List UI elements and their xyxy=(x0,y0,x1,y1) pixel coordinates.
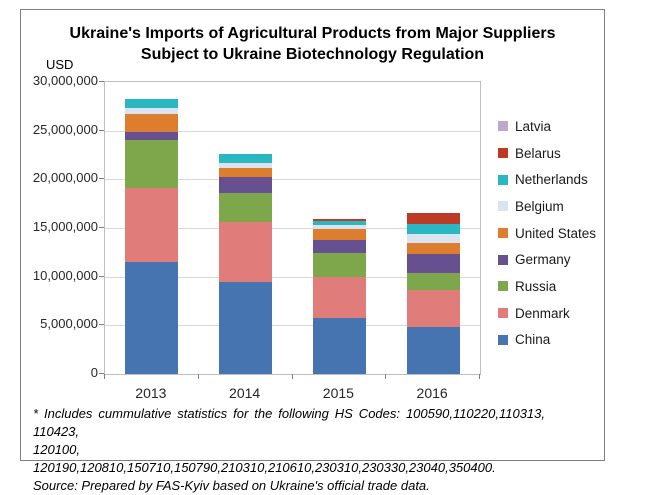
bar-segment-denmark-2015 xyxy=(312,276,366,318)
legend-label-germany: Germany xyxy=(515,252,571,268)
bar-segment-germany-2015 xyxy=(312,239,366,254)
bar-segment-russia-2015 xyxy=(312,253,366,277)
y-axis-unit-label: USD xyxy=(46,57,74,72)
bar-segment-netherlands-2016 xyxy=(406,224,460,234)
legend-item-latvia: Latvia xyxy=(498,113,596,140)
legend-swatch-russia-icon xyxy=(498,281,508,292)
bar-segment-china-2014 xyxy=(219,281,273,374)
bar-segment-germany-2013 xyxy=(125,131,179,141)
bar-segment-belgium-2015 xyxy=(312,225,366,229)
x-axis-tick-mark xyxy=(104,374,105,379)
y-axis-tick-label-0: 0 xyxy=(90,365,98,380)
bar-segment-china-2015 xyxy=(312,317,366,374)
chart-title: Ukraine's Imports of Agricultural Produc… xyxy=(21,23,604,65)
footnote-line1: * Includes cummulative statistics for th… xyxy=(33,406,545,439)
bar-segment-belgium-2014 xyxy=(219,162,273,168)
legend-item-belarus: Belarus xyxy=(498,140,596,167)
legend-label-belarus: Belarus xyxy=(515,145,561,161)
y-axis-tick-mark xyxy=(99,178,104,180)
bar-segment-denmark-2014 xyxy=(219,222,273,282)
bar-segment-denmark-2013 xyxy=(125,188,179,263)
x-axis-tick-mark xyxy=(479,374,480,379)
legend-label-denmark: Denmark xyxy=(515,305,570,321)
gridline-10,000,000 xyxy=(105,276,480,278)
y-axis-tick-label-30,000,000: 30,000,000 xyxy=(32,73,98,88)
bar-segment-russia-2014 xyxy=(219,192,273,223)
x-axis-tick-mark xyxy=(385,374,387,379)
legend-item-netherlands: Netherlands xyxy=(498,166,596,193)
legend-swatch-china-icon xyxy=(498,334,508,345)
legend-item-russia: Russia xyxy=(498,273,596,300)
bar-segment-united-states-2015 xyxy=(312,228,366,240)
bar-segment-netherlands-2013 xyxy=(125,98,179,109)
x-axis-label-2013: 2013 xyxy=(135,385,167,401)
y-axis-tick-label-5,000,000: 5,000,000 xyxy=(40,316,98,332)
bar-segment-netherlands-2014 xyxy=(219,154,273,163)
legend-swatch-germany-icon xyxy=(498,254,508,265)
bar-segment-united-states-2013 xyxy=(125,114,179,132)
legend-swatch-netherlands-icon xyxy=(498,174,508,185)
y-axis-tick-mark xyxy=(99,227,104,228)
gridline-20,000,000 xyxy=(105,179,480,181)
legend-label-belgium: Belgium xyxy=(515,198,564,214)
bar-segment-china-2016 xyxy=(406,327,460,374)
bar-segment-china-2013 xyxy=(125,262,179,374)
bar-segment-denmark-2016 xyxy=(406,290,460,328)
x-axis-tick-mark xyxy=(291,374,293,379)
legend-label-russia: Russia xyxy=(515,278,557,294)
y-axis-tick-label-20,000,000: 20,000,000 xyxy=(32,170,98,186)
y-axis-tick-mark xyxy=(99,373,104,374)
bar-segment-russia-2013 xyxy=(125,140,179,189)
footnote-source: Source: Prepared by FAS-Kyiv based on Uk… xyxy=(33,478,430,493)
legend-label-china: China xyxy=(515,332,551,348)
x-axis-label-2014: 2014 xyxy=(229,385,261,401)
chart-title-line1: Ukraine's Imports of Agricultural Produc… xyxy=(69,25,556,42)
y-axis-tick-label-10,000,000: 10,000,000 xyxy=(32,267,98,283)
gridline-5,000,000 xyxy=(105,325,480,327)
legend-label-united-states: United States xyxy=(515,225,597,241)
bar-segment-germany-2014 xyxy=(219,177,273,193)
y-axis-tick-mark xyxy=(99,81,104,82)
footnote-line2: 120100, 120190,120810,150710,150790,2103… xyxy=(33,442,496,475)
page: { "figure": { "title_line1": "Ukraine's … xyxy=(20,9,605,493)
x-axis-tick-mark xyxy=(197,374,199,379)
plot-area xyxy=(104,81,481,375)
legend-item-germany: Germany xyxy=(498,246,596,273)
legend-item-china: China xyxy=(498,327,596,354)
bar-segment-united-states-2016 xyxy=(406,242,460,255)
legend-item-denmark: Denmark xyxy=(498,300,596,327)
footnote: * Includes cummulative statistics for th… xyxy=(33,405,545,495)
y-axis-tick-label-15,000,000: 15,000,000 xyxy=(32,219,98,234)
legend-item-united-states: United States xyxy=(498,220,596,247)
x-axis-label-2016: 2016 xyxy=(416,385,448,401)
gridline-25,000,000 xyxy=(105,130,480,132)
chart-figure: Ukraine's Imports of Agricultural Produc… xyxy=(20,9,605,493)
bar-segment-belgium-2013 xyxy=(125,108,179,115)
bar-segment-belgium-2016 xyxy=(406,233,460,243)
x-axis-label-2015: 2015 xyxy=(322,385,354,401)
legend-swatch-belgium-icon xyxy=(498,201,508,212)
bar-segment-united-states-2014 xyxy=(219,167,273,178)
legend-label-netherlands: Netherlands xyxy=(515,172,588,188)
bar-segment-germany-2016 xyxy=(406,254,460,273)
legend-swatch-latvia-icon xyxy=(498,121,508,132)
bar-segment-russia-2016 xyxy=(406,272,460,291)
chart-title-line2: Subject to Ukraine Biotechnology Regulat… xyxy=(140,46,485,63)
legend-swatch-denmark-icon xyxy=(498,308,508,319)
y-axis-tick-mark xyxy=(99,324,104,326)
legend-swatch-united-states-icon xyxy=(498,228,508,239)
legend-label-latvia: Latvia xyxy=(515,118,552,134)
legend: Latvia Belarus Netherlands Belgium United St… xyxy=(498,113,596,353)
legend-item-belgium: Belgium xyxy=(498,193,596,220)
bar-segment-belarus-2015 xyxy=(312,219,366,222)
bar-segment-netherlands-2015 xyxy=(312,221,366,226)
legend-swatch-belarus-icon xyxy=(498,148,508,159)
bar-segment-belarus-2016 xyxy=(406,213,460,225)
y-axis-tick-mark xyxy=(99,275,104,277)
y-axis-tick-mark xyxy=(99,129,104,131)
y-axis-tick-label-25,000,000: 25,000,000 xyxy=(32,121,98,137)
gridline-15,000,000 xyxy=(105,228,480,229)
